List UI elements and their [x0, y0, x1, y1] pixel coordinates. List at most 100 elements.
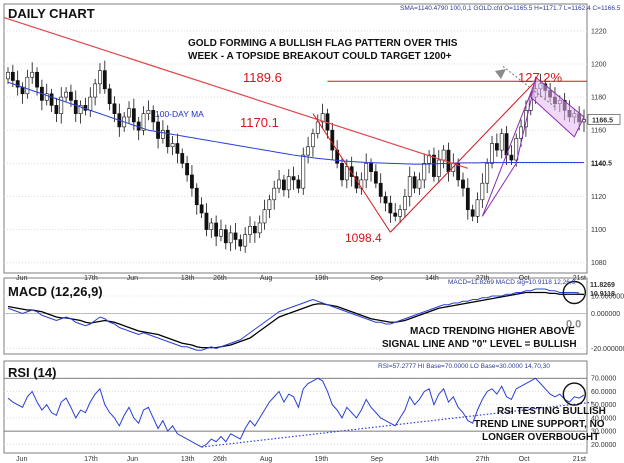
- candle-body: [194, 187, 199, 206]
- rsi-x-tick: 13th: [181, 456, 195, 463]
- candle-body: [272, 187, 277, 201]
- candle-body: [369, 163, 373, 172]
- candle-body: [388, 202, 393, 214]
- price-candles: [6, 60, 586, 253]
- candle-body: [180, 153, 185, 164]
- macd-panel-frame: [3, 277, 588, 355]
- candle-body: [422, 163, 427, 181]
- price-overlay: 1166.5 1140.5: [3, 17, 621, 233]
- candle-body: [20, 86, 25, 95]
- candle-body: [44, 93, 49, 101]
- candle-body: [199, 204, 204, 214]
- price-grid: [4, 30, 587, 264]
- candle-body: [364, 163, 369, 181]
- candle-body: [344, 166, 349, 181]
- candle-body: [286, 176, 291, 191]
- ma-value-tag: 1140.5: [591, 161, 612, 168]
- candle-body: [494, 143, 499, 151]
- candle-body: [165, 129, 170, 148]
- macd-annotation-2: SIGNAL LINE AND "0" LEVEL = BULLISH: [382, 339, 577, 350]
- price-y-tick: 1080: [591, 260, 607, 267]
- candle-body: [296, 179, 301, 189]
- candle-body: [102, 70, 107, 90]
- macd-value-tag: 11.8269: [590, 282, 615, 289]
- candle-body: [301, 154, 306, 189]
- candle-body: [54, 105, 59, 114]
- candle-body: [465, 187, 470, 211]
- candle-body: [88, 96, 93, 111]
- price-x-tick: Jun: [127, 275, 138, 282]
- candle-body: [93, 83, 98, 98]
- projection-arrowhead: [495, 69, 506, 79]
- candle-body: [127, 108, 131, 118]
- rsi-y-tick: 40.0000: [591, 415, 616, 422]
- rsi-x-tick: Jun: [16, 456, 27, 463]
- price-x-tick: Aug: [260, 275, 273, 282]
- candle-body: [480, 182, 485, 201]
- rsi-panel-frame: [3, 360, 588, 454]
- price-x-tick: 21st: [573, 275, 586, 282]
- candle-body: [490, 143, 494, 164]
- candle-body: [320, 113, 325, 123]
- candle-body: [417, 179, 422, 189]
- rsi-x-tick: 17th: [84, 456, 98, 463]
- rsi-header: RSI=57.2777 HI Base=70.0000 LO Base=30.0…: [378, 363, 550, 370]
- candle-body: [243, 234, 248, 247]
- candle-body: [238, 239, 243, 247]
- price-x-tick: 19th: [315, 275, 329, 282]
- price-y-tick: 1160: [591, 128, 606, 135]
- candle-body: [219, 229, 223, 237]
- price-panel-frame: [3, 3, 588, 274]
- candle-body: [446, 149, 451, 172]
- price-y-tick: 1140: [591, 161, 606, 168]
- candle-body: [398, 209, 402, 217]
- candle-body: [112, 103, 117, 114]
- candle-body: [432, 154, 436, 177]
- candle-body: [233, 232, 238, 240]
- candle-body: [131, 108, 136, 123]
- candle-body: [170, 143, 175, 148]
- candle-body: [146, 110, 151, 114]
- candle-body: [514, 138, 519, 161]
- candle-body: [315, 121, 320, 134]
- candle-body: [524, 110, 528, 128]
- rsi-x-tick: 14th: [425, 456, 439, 463]
- price-panel-title: DAILY CHART: [8, 6, 95, 21]
- candle-body: [412, 176, 417, 189]
- candle-body: [262, 209, 267, 224]
- price-y-tick: 1180: [591, 95, 606, 102]
- candle-body: [349, 166, 354, 177]
- macd-y-tick: 0.000000: [591, 311, 620, 318]
- rsi-y-tick: 60.0000: [591, 389, 616, 396]
- candle-body: [403, 196, 407, 211]
- candle-body: [185, 163, 189, 176]
- macd-highlight-circle: [562, 280, 587, 305]
- price-x-tick: Oct: [519, 275, 530, 282]
- candle-body: [470, 209, 475, 217]
- candle-body: [291, 176, 296, 181]
- macd-y-tick: -20.000000: [591, 346, 624, 353]
- candle-body: [223, 229, 228, 244]
- candle-body: [30, 71, 35, 78]
- candle-body: [252, 225, 257, 234]
- rsi-annotation-1: RSI TESTING BULLISH: [497, 406, 606, 417]
- price-y-tick: 1220: [591, 28, 607, 35]
- candle-body: [407, 176, 412, 197]
- price-header: SMA=1140.4790 100,0,1 GOLD.cfd O=1165.5 …: [400, 5, 621, 12]
- price-x-tick: Jun: [16, 275, 27, 282]
- rsi-x-tick: Sep: [370, 456, 383, 463]
- ma-100-line: [7, 81, 584, 165]
- macd-panel-title: MACD (12,26,9): [8, 284, 103, 299]
- candle-body: [257, 222, 262, 234]
- flag-pole: [481, 80, 537, 217]
- candle-body: [10, 71, 15, 81]
- macd-y-tick: 10.000000: [591, 294, 624, 301]
- candle-body: [190, 174, 194, 189]
- candle-body: [311, 133, 315, 148]
- macd-plot: 0.0 11.8269 10.9118: [4, 280, 615, 351]
- candle-body: [383, 196, 388, 204]
- price-x-tick: 27th: [476, 275, 490, 282]
- rsi-y-tick: 30.0000: [591, 429, 616, 436]
- price-x-tick: 17th: [84, 275, 98, 282]
